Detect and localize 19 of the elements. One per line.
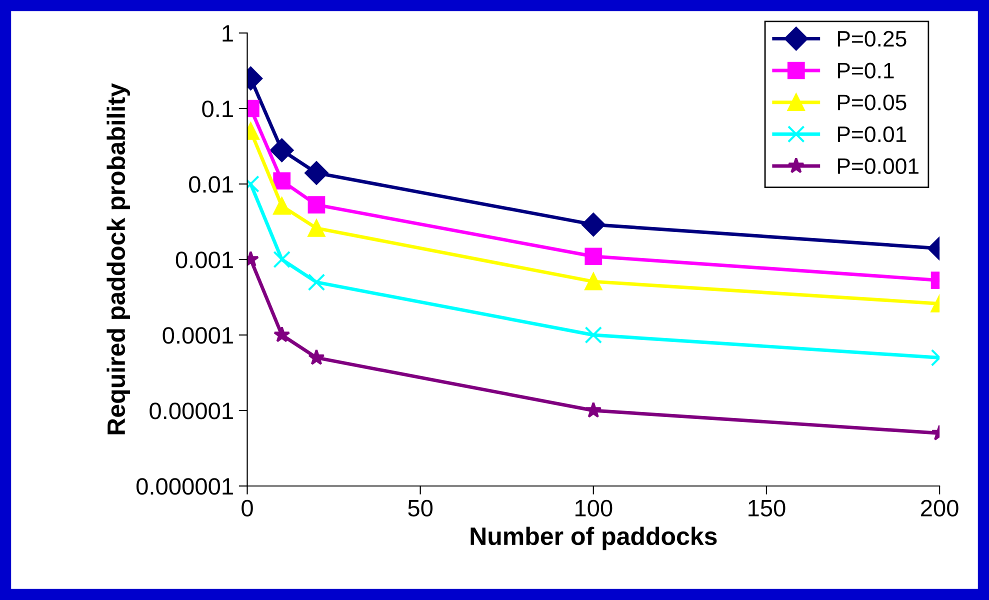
y-axis-title: Required paddock probability xyxy=(106,83,130,434)
legend-label: P=0.05 xyxy=(838,94,906,110)
y-tick-label: 0.00001 xyxy=(150,402,233,420)
x-tick-label: 200 xyxy=(921,500,958,517)
x-tick-label: 150 xyxy=(748,500,786,517)
y-tick-label: 0.1 xyxy=(202,100,233,118)
y-tick-label: 0.0001 xyxy=(162,327,233,344)
y-tick-label: 1 xyxy=(222,25,233,42)
legend-label: P=0.1 xyxy=(838,62,894,78)
x-tick-label: 100 xyxy=(576,500,612,517)
x-tick-label: 50 xyxy=(408,500,433,517)
y-tick-label: 0.000001 xyxy=(136,478,233,495)
legend-label: P=0.001 xyxy=(838,158,918,174)
y-tick-label: 0.01 xyxy=(189,176,233,193)
x-tick-label: 0 xyxy=(242,500,253,517)
legend-label: P=0.01 xyxy=(838,126,906,142)
y-tick-label: 0.001 xyxy=(176,252,233,268)
legend-label: P=0.25 xyxy=(838,30,906,47)
x-axis-title: Number of paddocks xyxy=(470,526,717,550)
